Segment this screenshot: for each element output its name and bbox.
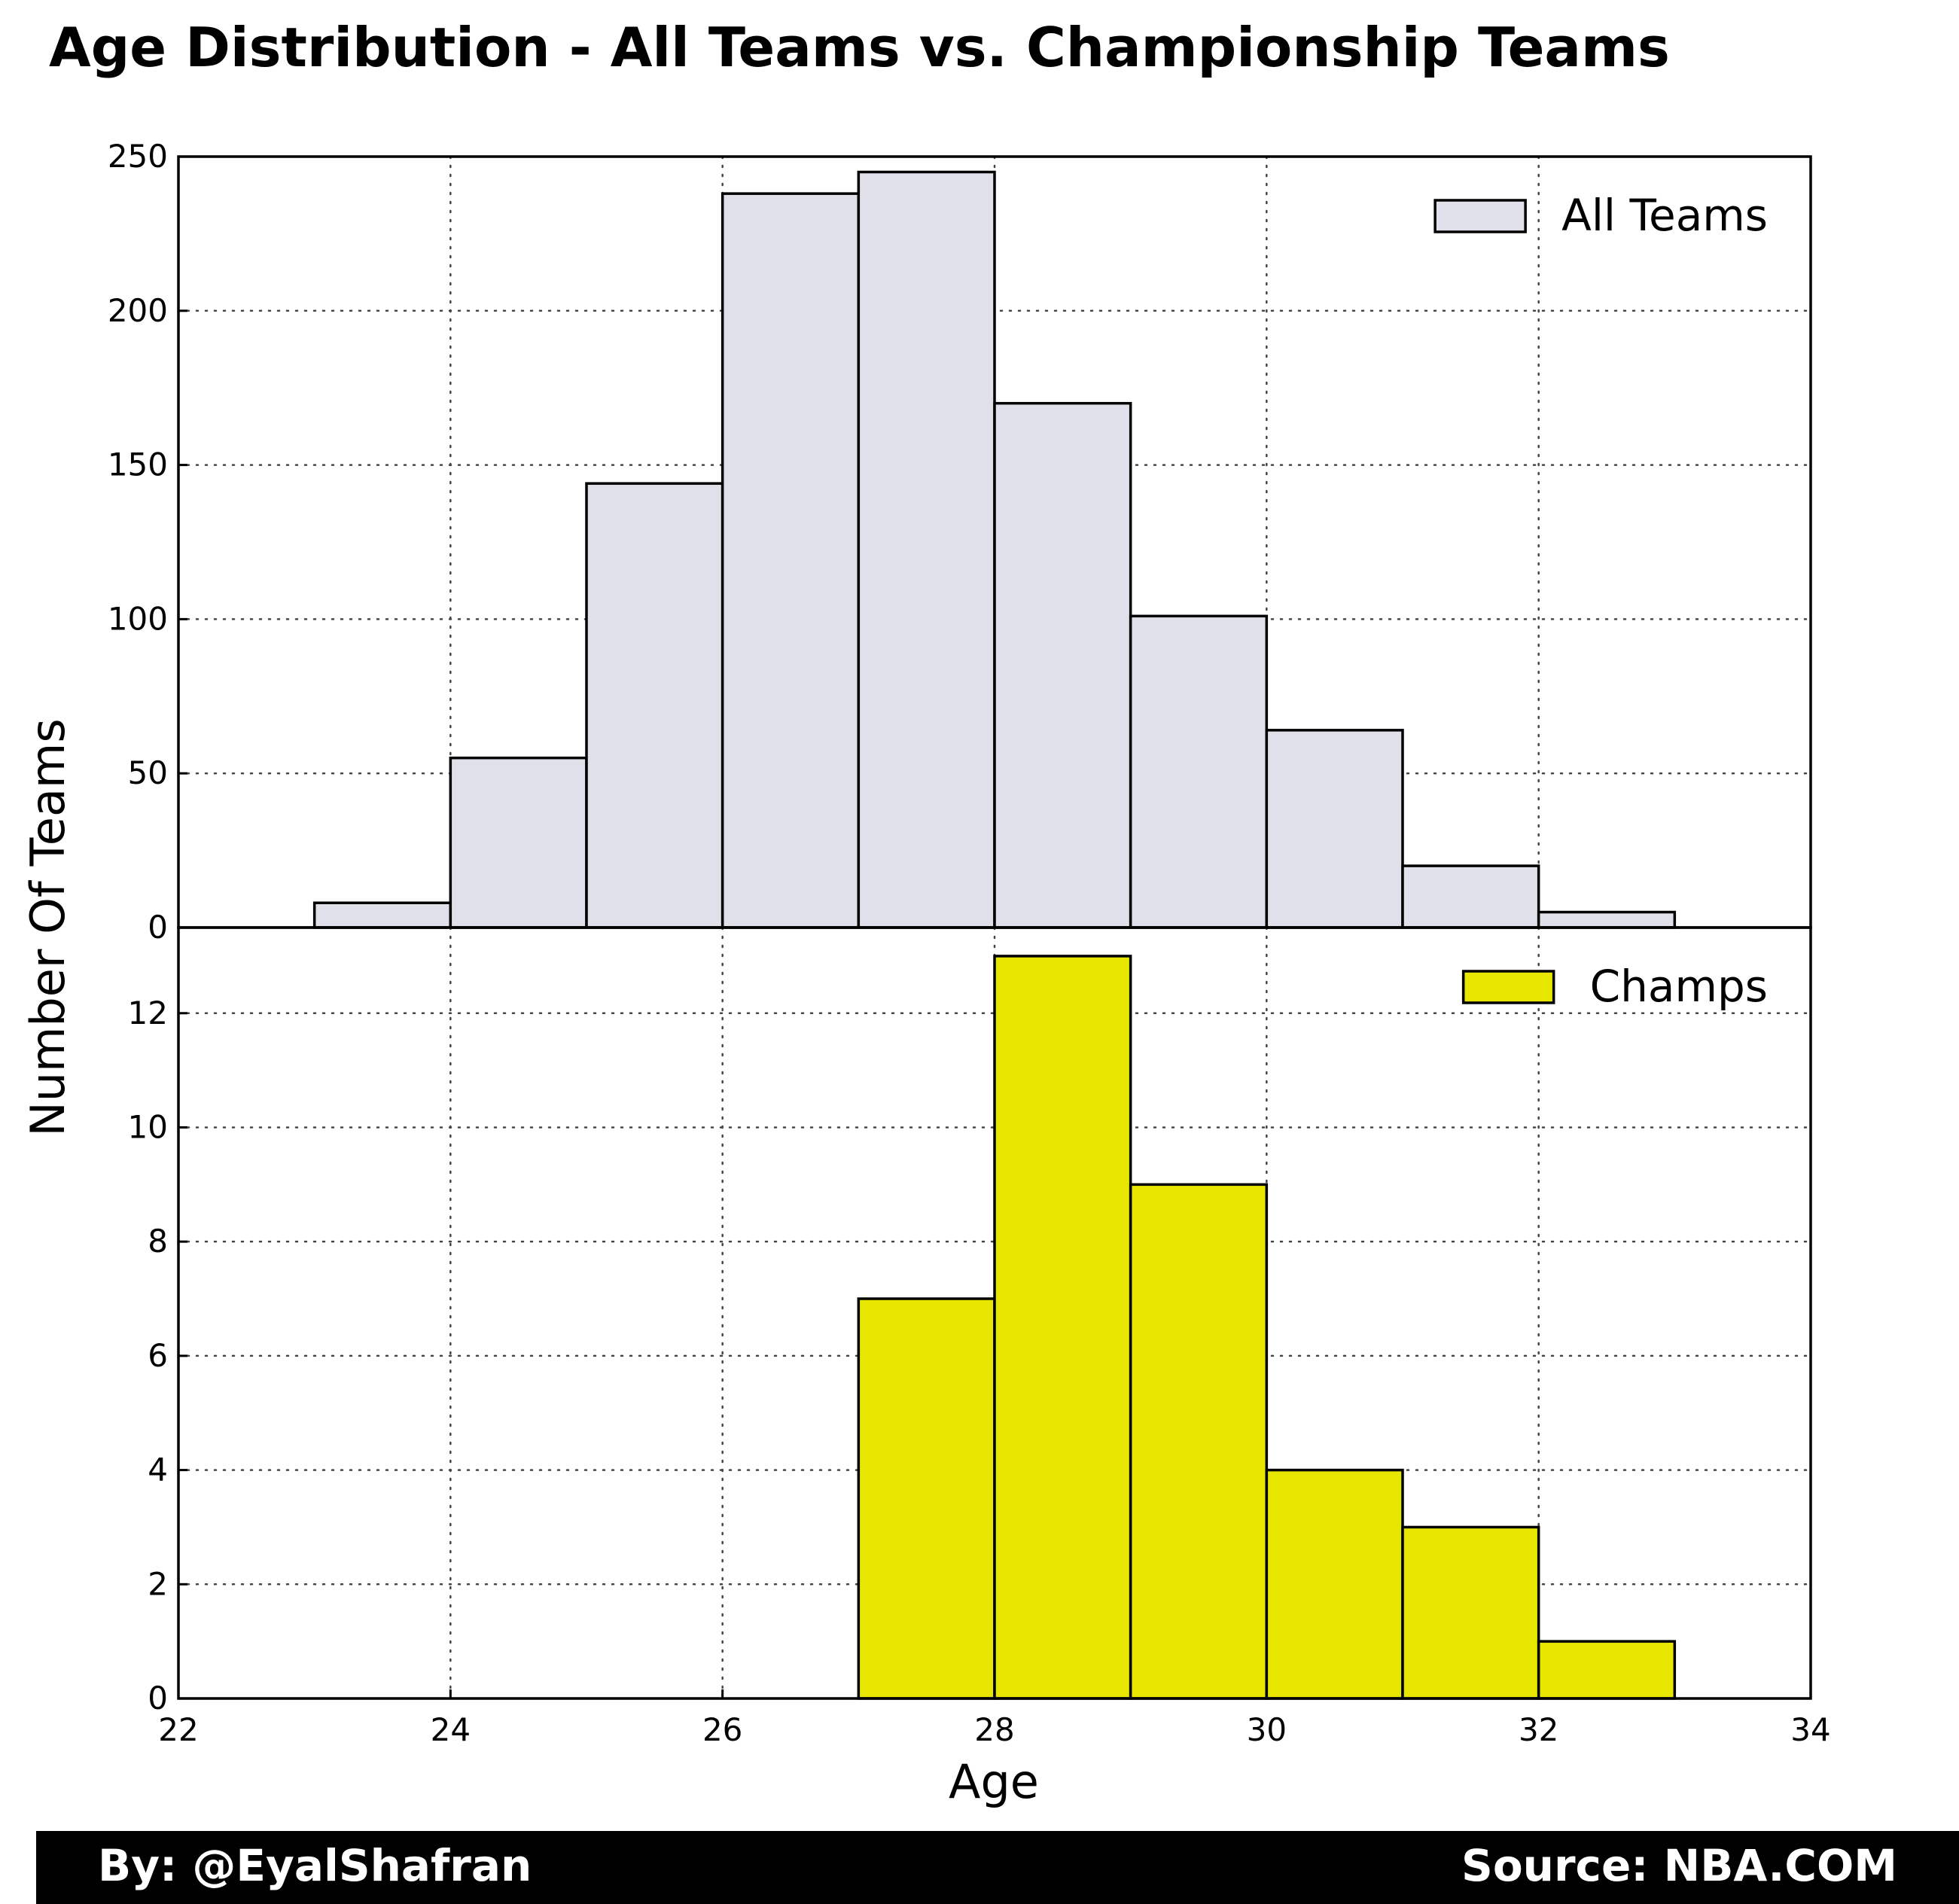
histogram-bar <box>449 756 588 929</box>
footer-author: By: @EyalShafran <box>98 1840 532 1891</box>
histogram-bar <box>1537 910 1677 929</box>
histogram-bar <box>1129 614 1269 929</box>
y-tick-label: 200 <box>108 292 168 329</box>
legend-swatch <box>1433 199 1527 233</box>
histogram-bar <box>993 955 1132 1700</box>
y-tick-label: 10 <box>128 1108 168 1145</box>
x-tick-label: 22 <box>158 1711 198 1748</box>
histogram-bar <box>1129 1183 1269 1700</box>
y-tick-label: 50 <box>128 754 168 791</box>
x-axis: 22 24 26 28 30 32 34 <box>158 1689 1831 1748</box>
champs-panel: 0 2 4 6 8 10 12 Champs <box>128 926 1812 1717</box>
legend-swatch <box>1461 970 1555 1004</box>
y-tick-label: 150 <box>108 446 168 483</box>
legend-label: Champs <box>1590 961 1768 1012</box>
x-tick-label: 24 <box>431 1711 471 1748</box>
chart-title: Age Distribution - All Teams vs. Champio… <box>49 16 1670 79</box>
histogram-bar <box>585 482 724 929</box>
histogram-bar <box>1265 729 1404 929</box>
x-tick-label: 26 <box>702 1711 742 1748</box>
histogram-bar <box>312 901 452 929</box>
y-tick-label: 250 <box>108 138 168 175</box>
histogram-bar <box>721 192 861 929</box>
histogram-bar <box>1401 1525 1540 1700</box>
histogram-bar <box>857 170 996 929</box>
histogram-bar <box>1537 1640 1677 1700</box>
y-tick-label: 2 <box>148 1565 168 1602</box>
histogram-bar <box>1265 1468 1404 1700</box>
x-tick-label: 34 <box>1790 1711 1830 1748</box>
y-tick-label: 6 <box>148 1337 168 1374</box>
x-tick-label: 30 <box>1247 1711 1287 1748</box>
histogram-bar <box>857 1297 996 1700</box>
histogram-bar <box>993 401 1132 929</box>
y-tick-label: 100 <box>108 600 168 637</box>
y-axis-label: Number Of Teams <box>20 718 75 1136</box>
y-tick-label: 8 <box>148 1223 168 1260</box>
all-teams-panel: 0 50 100 150 200 250 All Teams <box>108 138 1812 946</box>
footer-bar <box>36 1831 1959 1904</box>
y-tick-label: 12 <box>128 995 168 1031</box>
footer-source: Source: NBA.COM <box>1461 1840 1897 1891</box>
x-axis-label: Age <box>949 1754 1039 1809</box>
y-tick-label: 0 <box>148 909 168 946</box>
x-tick-label: 28 <box>974 1711 1014 1748</box>
x-tick-label: 32 <box>1519 1711 1558 1748</box>
y-tick-label: 0 <box>148 1680 168 1717</box>
histogram-bar <box>1401 864 1540 929</box>
legend-label: All Teams <box>1561 190 1768 241</box>
y-tick-label: 4 <box>148 1452 168 1488</box>
